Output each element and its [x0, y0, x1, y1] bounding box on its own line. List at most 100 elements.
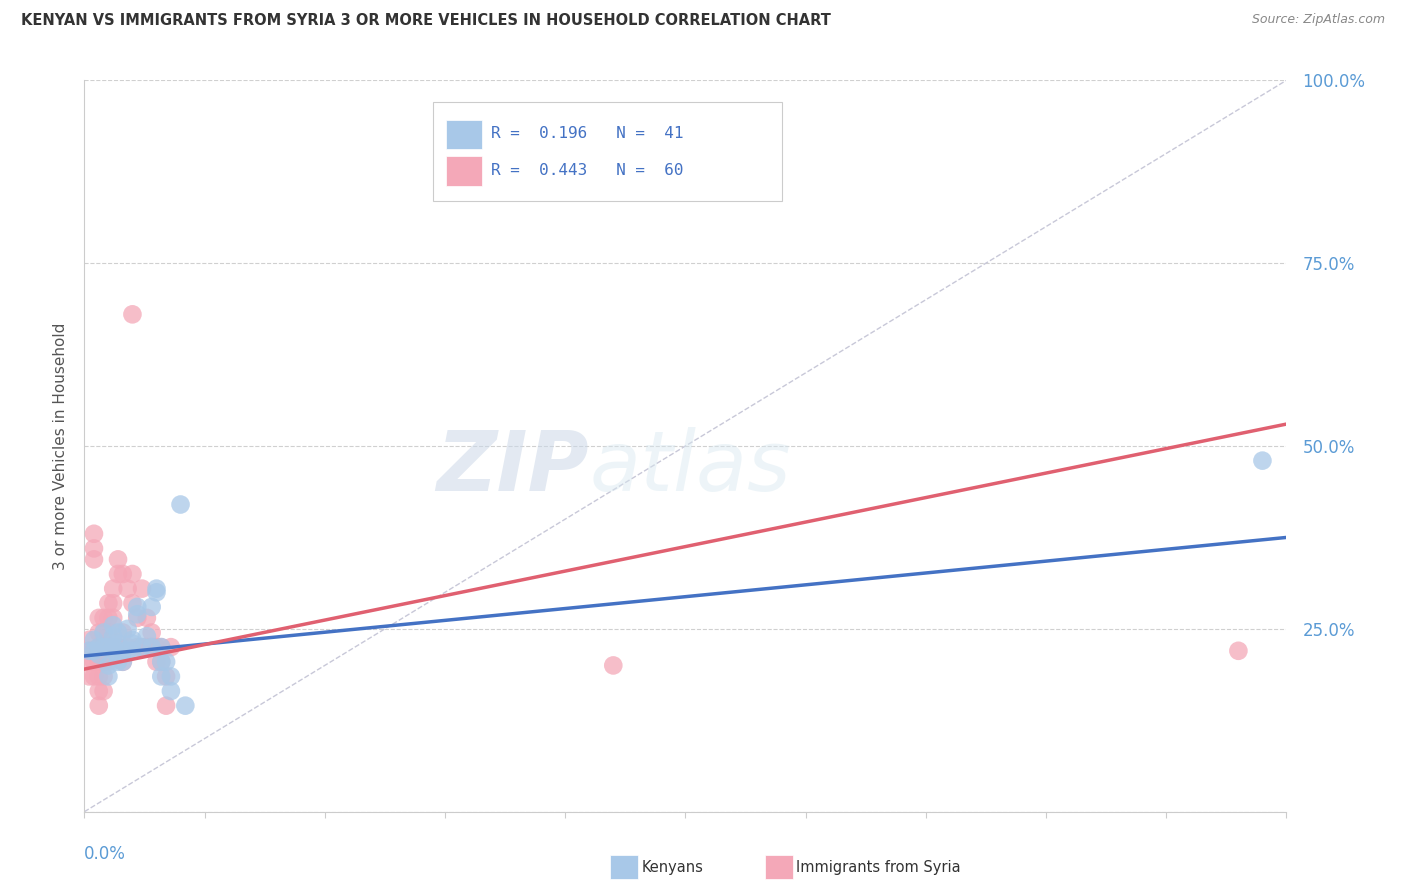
Point: [107, 625, 129, 640]
Text: 0.0%: 0.0%: [84, 845, 127, 863]
Point: [77, 644, 100, 658]
Text: atlas: atlas: [589, 427, 792, 508]
Point: [83, 632, 105, 647]
Point: [93, 625, 115, 640]
Point: [93, 684, 115, 698]
Point: [135, 640, 157, 655]
Point: [103, 596, 125, 610]
Point: [87, 698, 110, 713]
Point: [77, 632, 100, 647]
Point: [131, 582, 153, 596]
Point: [174, 698, 197, 713]
Point: [77, 644, 100, 658]
Point: [97, 640, 120, 655]
Point: [103, 611, 125, 625]
Point: [83, 655, 105, 669]
Point: [131, 640, 153, 655]
Point: [150, 655, 173, 669]
Point: [97, 625, 120, 640]
Point: [93, 640, 115, 655]
Point: [155, 655, 177, 669]
Point: [83, 644, 105, 658]
FancyBboxPatch shape: [446, 120, 482, 149]
Text: Source: ZipAtlas.com: Source: ZipAtlas.com: [1251, 13, 1385, 27]
Point: [83, 526, 105, 541]
Text: Kenyans: Kenyans: [641, 860, 703, 874]
Point: [93, 640, 115, 655]
Point: [103, 640, 125, 655]
Point: [87, 611, 110, 625]
FancyBboxPatch shape: [446, 156, 482, 186]
Point: [131, 640, 153, 655]
Point: [97, 640, 120, 655]
Text: ZIP: ZIP: [437, 427, 589, 508]
Point: [141, 640, 163, 655]
Point: [155, 698, 177, 713]
Point: [87, 684, 110, 698]
Point: [117, 582, 139, 596]
Point: [107, 567, 129, 582]
Point: [150, 655, 173, 669]
Point: [87, 648, 110, 662]
Text: R =  0.443   N =  60: R = 0.443 N = 60: [491, 162, 683, 178]
Point: [111, 567, 134, 582]
Point: [127, 611, 149, 625]
Point: [83, 669, 105, 683]
Point: [150, 669, 173, 683]
Point: [1227, 644, 1250, 658]
Point: [141, 640, 163, 655]
Point: [121, 644, 143, 658]
Point: [145, 655, 167, 669]
Point: [87, 655, 110, 669]
Point: [150, 640, 173, 655]
Point: [1251, 453, 1274, 467]
Point: [93, 655, 115, 669]
Point: [107, 636, 129, 650]
Text: R =  0.196   N =  41: R = 0.196 N = 41: [491, 126, 683, 141]
Point: [135, 629, 157, 643]
Point: [145, 585, 167, 599]
Point: [141, 625, 163, 640]
Point: [103, 618, 125, 632]
Point: [97, 669, 120, 683]
Point: [87, 640, 110, 655]
Point: [111, 655, 134, 669]
Point: [87, 669, 110, 683]
Point: [169, 498, 191, 512]
Point: [87, 640, 110, 655]
Point: [93, 625, 115, 640]
Point: [602, 658, 624, 673]
Point: [103, 629, 125, 643]
Point: [135, 611, 157, 625]
FancyBboxPatch shape: [433, 103, 782, 201]
Point: [97, 596, 120, 610]
Point: [150, 640, 173, 655]
Point: [127, 607, 149, 622]
Point: [160, 684, 183, 698]
Point: [121, 636, 143, 650]
Text: Immigrants from Syria: Immigrants from Syria: [796, 860, 960, 874]
Point: [155, 669, 177, 683]
Point: [93, 669, 115, 683]
Point: [97, 655, 120, 669]
Text: KENYAN VS IMMIGRANTS FROM SYRIA 3 OR MORE VEHICLES IN HOUSEHOLD CORRELATION CHAR: KENYAN VS IMMIGRANTS FROM SYRIA 3 OR MOR…: [21, 13, 831, 29]
Point: [117, 640, 139, 655]
Point: [77, 655, 100, 669]
Point: [103, 644, 125, 658]
Point: [111, 644, 134, 658]
Point: [145, 640, 167, 655]
Point: [127, 640, 149, 655]
Point: [103, 640, 125, 655]
Point: [83, 644, 105, 658]
Point: [117, 644, 139, 658]
Point: [97, 611, 120, 625]
Point: [77, 669, 100, 683]
Point: [107, 640, 129, 655]
Point: [160, 640, 183, 655]
Point: [97, 658, 120, 673]
Point: [121, 567, 143, 582]
Point: [145, 582, 167, 596]
Point: [87, 625, 110, 640]
Point: [103, 582, 125, 596]
Point: [117, 622, 139, 636]
